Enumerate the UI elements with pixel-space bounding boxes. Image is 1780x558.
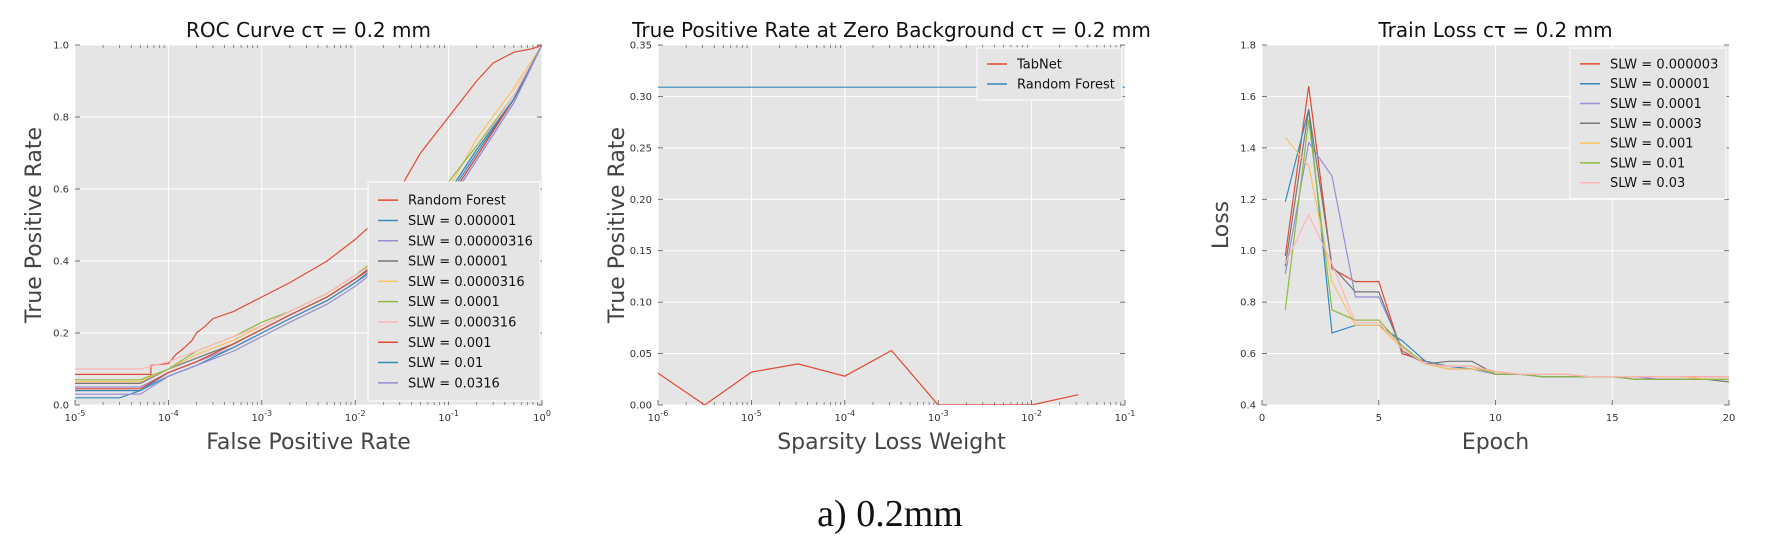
y-tick-label: 0.2: [53, 329, 69, 340]
chart-title: Train Loss cτ = 0.2 mm: [1377, 18, 1612, 42]
legend-entry: SLW = 0.00001: [1610, 77, 1710, 92]
legend-entry: SLW = 0.0000316: [408, 275, 525, 290]
x-tick-label: 10-3: [928, 409, 949, 424]
y-tick-label: 0.00: [630, 401, 652, 412]
series-line-10: [75, 45, 542, 395]
legend-entry: SLW = 0.000316: [408, 315, 516, 330]
x-axis-label: False Positive Rate: [206, 430, 410, 455]
legend-entry: SLW = 0.001: [408, 336, 492, 351]
chart-panel-1: 10-5 10-4 10-3 10-2 10-1 100 0.0 0.2 0.4 0.6 0.8 1.…: [22, 18, 551, 455]
legend-entry: SLW = 0.0003: [1610, 117, 1702, 132]
minor-ticks: [102, 45, 539, 405]
y-tick-label: 0.10: [630, 298, 652, 309]
legend-entry: SLW = 0.001: [1610, 137, 1694, 152]
y-tick-label: 0.35: [630, 41, 652, 52]
plot-area: [658, 45, 1125, 405]
x-tick-label: 10: [1489, 413, 1502, 424]
y-tick-label: 0.8: [53, 113, 69, 124]
x-tick-label: 10-6: [648, 409, 669, 424]
figure: 10-5 10-4 10-3 10-2 10-1 1000.00.20.40.60.81.…: [22, 18, 1735, 455]
x-axis-label: Epoch: [1462, 430, 1529, 455]
y-tick-label: 1.0: [53, 41, 69, 52]
x-tick-label: 10-2: [345, 409, 366, 424]
x-tick-label: 10-3: [251, 409, 272, 424]
legend-entry: Random Forest: [1017, 78, 1115, 93]
y-axis-label: True Positive Rate: [605, 127, 630, 324]
legend-entry: SLW = 0.01: [1610, 156, 1685, 171]
legend-entry: SLW = 0.03: [1610, 176, 1685, 191]
series-line-6: [1284, 119, 1729, 380]
x-tick-label: 15: [1606, 413, 1619, 424]
x-tick-label: 0: [1259, 413, 1265, 424]
series-group: [75, 45, 542, 399]
legend: Random Forest SLW = 0.000001 SLW = 0.00000…: [367, 181, 541, 402]
grid: [657, 44, 1126, 406]
legend-entry: SLW = 0.01: [408, 356, 483, 371]
y-tick-label: 0.30: [630, 92, 652, 103]
x-tick-label: 10-5: [65, 409, 86, 424]
legend-entry: SLW = 0.000003: [1610, 57, 1718, 72]
tick-labels: 0 5 10 15 20 0.4 0.6 0.8 1.0 1.2 1.4 1.6 1.8: [1240, 41, 1735, 425]
y-tick-label: 0.6: [53, 185, 69, 196]
grid: [1261, 44, 1730, 406]
x-tick-label: 10-4: [834, 409, 855, 424]
y-tick-label: 0.6: [1240, 349, 1256, 360]
y-axis-label: True Positive Rate: [22, 127, 47, 324]
tick-labels: 10-6 10-5 10-4 10-3 10-2 10-1 0.00 0.05 0.10 0.15…: [630, 41, 1136, 425]
y-tick-label: 0.20: [630, 195, 652, 206]
legend-entry: SLW = 0.0316: [408, 376, 500, 391]
y-tick-label: 1.2: [1240, 195, 1256, 206]
y-tick-label: 1.8: [1240, 41, 1256, 52]
legend-entry: SLW = 0.0001: [1610, 97, 1702, 112]
y-tick-label: 1.4: [1240, 143, 1256, 154]
chart-panel-2: 10-6 10-5 10-4 10-3 10-2 10-1 0.00 0.05 0.10 0.15…: [605, 18, 1151, 455]
legend-entry: SLW = 0.0001: [408, 295, 500, 310]
y-tick-label: 1.0: [1240, 246, 1256, 257]
series-line-7: [1284, 213, 1729, 378]
x-tick-label: 100: [533, 409, 551, 424]
legend-box: [367, 181, 541, 402]
series-line-9: [75, 45, 542, 399]
y-tick-label: 0.4: [53, 257, 69, 268]
y-tick-label: 0.0: [53, 401, 69, 412]
series-group: [1284, 86, 1729, 383]
legend-entry: SLW = 0.00001: [408, 255, 508, 270]
legend-entry: SLW = 0.00000316: [408, 234, 533, 249]
x-axis-label: Sparsity Loss Weight: [777, 430, 1006, 455]
chart-title: True Positive Rate at Zero Background cτ…: [631, 18, 1151, 42]
x-tick-label: 10-2: [1021, 409, 1042, 424]
legend-box: [976, 47, 1123, 101]
x-tick-label: 10-1: [438, 409, 459, 424]
y-tick-label: 0.15: [630, 246, 652, 257]
y-tick-label: 0.8: [1240, 298, 1256, 309]
x-tick-label: 10-5: [741, 409, 762, 424]
x-tick-label: 5: [1376, 413, 1382, 424]
legend: SLW = 0.000003 SLW = 0.00001 SLW = 0.0001 S…: [1569, 47, 1727, 200]
legend-entry: TabNet: [1016, 58, 1062, 73]
y-tick-label: 0.05: [630, 349, 652, 360]
series-line-1: [75, 45, 542, 375]
x-tick-label: 20: [1723, 413, 1736, 424]
y-axis-label: Loss: [1209, 201, 1234, 249]
legend-entry: Random Forest: [408, 194, 506, 209]
y-tick-label: 0.4: [1240, 401, 1256, 412]
x-tick-label: 10-1: [1115, 409, 1136, 424]
y-tick-label: 1.6: [1240, 92, 1256, 103]
legend: TabNet Random Forest: [976, 47, 1123, 101]
x-tick-label: 10-4: [158, 409, 179, 424]
chart-title: ROC Curve cτ = 0.2 mm: [186, 18, 431, 42]
series-line-8: [75, 45, 542, 390]
legend-entry: SLW = 0.000001: [408, 214, 516, 229]
series-line-1: [658, 349, 1079, 405]
chart-panel-3: 0 5 10 15 20 0.4 0.6 0.8 1.0 1.2 1.4 1.6 1.8 Train Lo…: [1209, 18, 1735, 455]
y-tick-label: 0.25: [630, 143, 652, 154]
figure-caption: a) 0.2mm: [817, 493, 963, 535]
